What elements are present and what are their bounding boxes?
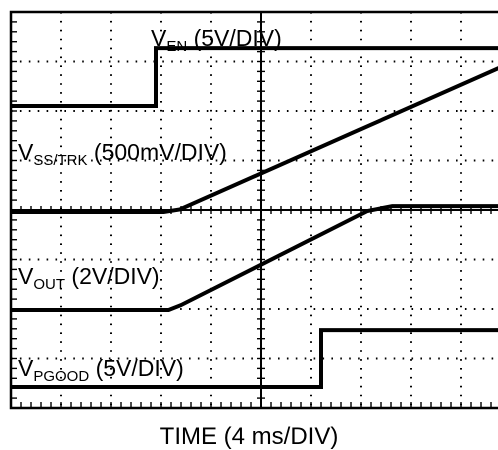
traces	[11, 46, 498, 389]
trace-ven	[11, 46, 498, 108]
series-label-ven: VEN (5V/DIV)	[151, 25, 282, 55]
trace-vpgood	[11, 328, 498, 389]
trace-vss-trk	[11, 66, 498, 214]
series-label-vss-trk: VSS/TRK (500mV/DIV)	[18, 139, 227, 169]
series-label-vpgood: VPGOOD (5V/DIV)	[18, 355, 184, 385]
x-axis-label: TIME (4 ms/DIV)	[160, 423, 339, 450]
trace-labels: VEN (5V/DIV) VSS/TRK (500mV/DIV) VOUT (2…	[18, 25, 282, 385]
series-label-vout: VOUT (2V/DIV)	[18, 263, 160, 293]
trace-vout	[11, 204, 498, 312]
